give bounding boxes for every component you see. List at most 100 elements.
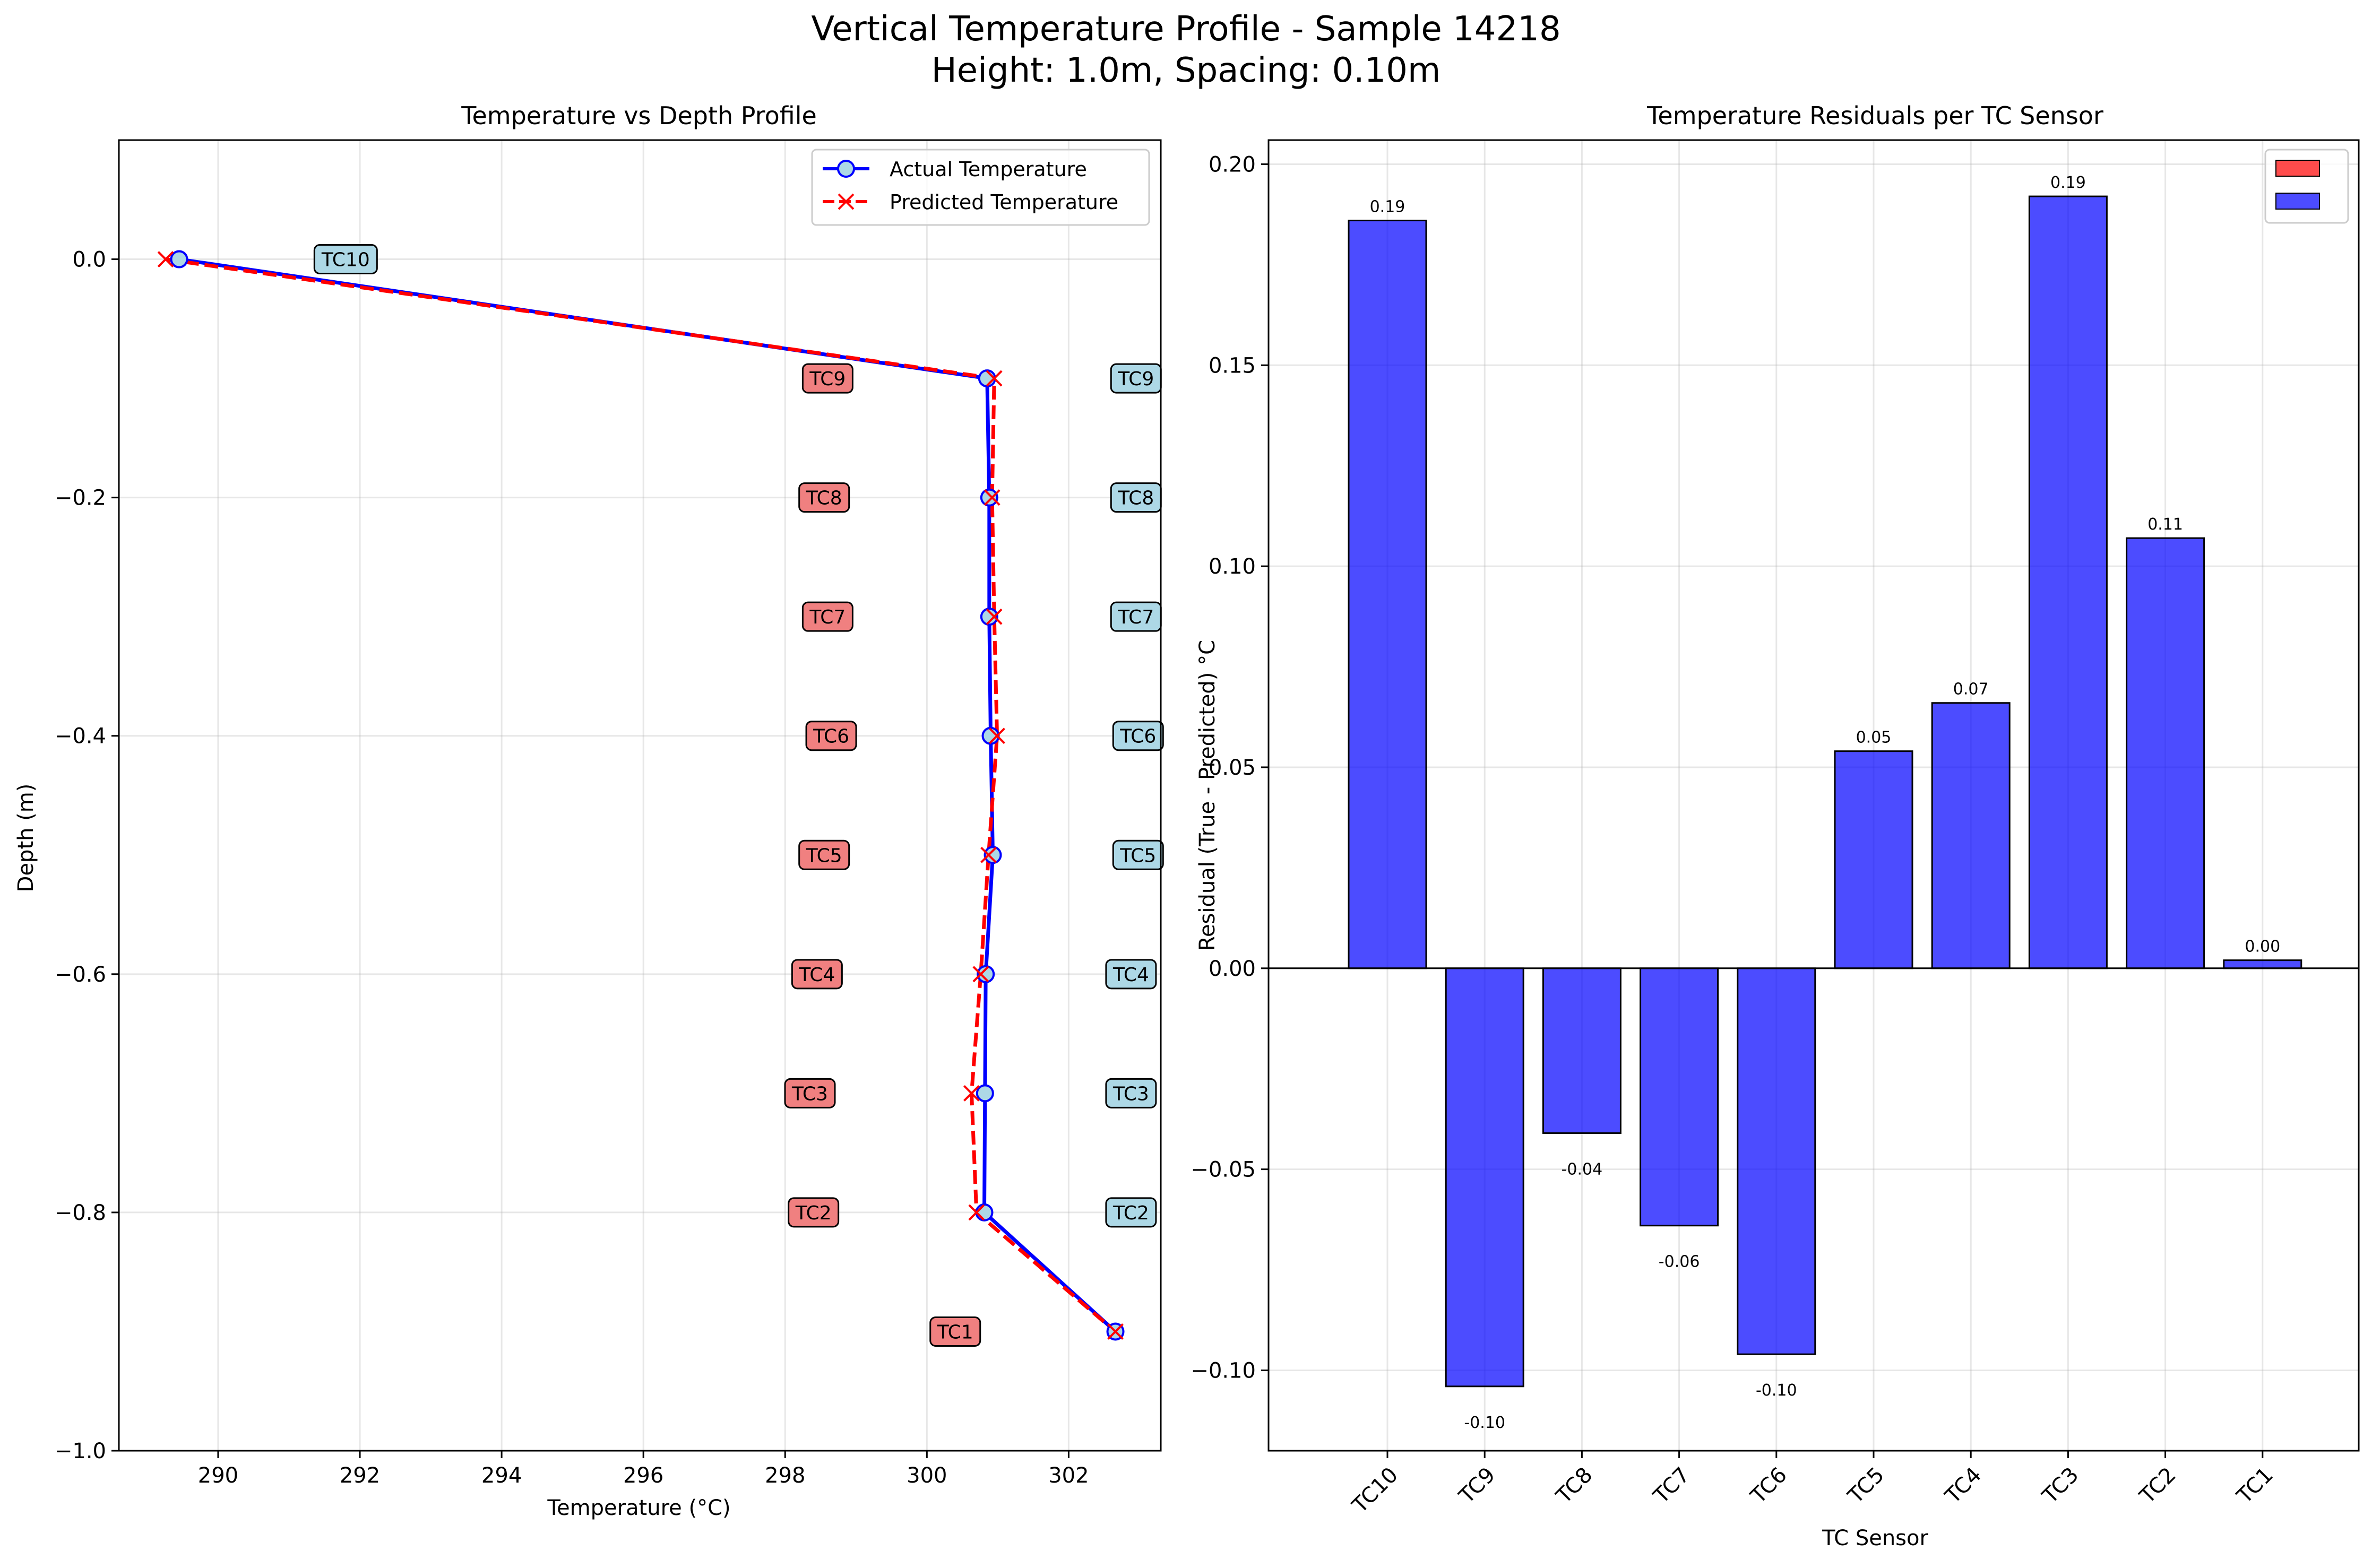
residual-bar xyxy=(1445,967,1524,1388)
sensor-label-box xyxy=(1105,1197,1157,1228)
left-x-tick-label: 292 xyxy=(340,1463,380,1488)
right-x-tick-label: TC3 xyxy=(2038,1463,2084,1509)
sensor-label: TC8 xyxy=(1117,488,1154,509)
right-y-tick-label: 0.20 xyxy=(1209,152,1256,177)
left-y-tick-label: −1.0 xyxy=(55,1439,106,1463)
actual-temperature-point xyxy=(977,965,995,983)
predicted-temperature-point xyxy=(986,608,1003,625)
residuals-bar-chart: Temperature Residuals per TC Sensor TC S… xyxy=(1191,101,2360,1550)
predicted-temperature-point xyxy=(980,846,997,863)
legend-predicted-label: Predicted Temperature xyxy=(890,190,1118,214)
residual-value-label: -0.06 xyxy=(1659,1253,1700,1271)
right-x-tick-label: TC9 xyxy=(1454,1463,1500,1509)
residual-value-label: 0.05 xyxy=(1856,729,1892,747)
sensor-label: TC6 xyxy=(1119,726,1156,748)
left-grid xyxy=(119,140,1161,1452)
sensor-label: TC3 xyxy=(1112,1083,1149,1105)
residual-value-label: 0.19 xyxy=(2050,174,2086,192)
right-x-tick-label: TC8 xyxy=(1551,1463,1598,1509)
sensor-label-box xyxy=(788,1197,840,1228)
sensor-label-box xyxy=(1105,959,1157,990)
left-x-tick-label: 302 xyxy=(1048,1463,1089,1488)
left-x-axis-label: Temperature (°C) xyxy=(547,1496,730,1520)
residual-value-label: -0.10 xyxy=(1464,1414,1505,1432)
residual-value-label: 0.19 xyxy=(1370,198,1405,216)
sensor-label-box xyxy=(1112,721,1164,751)
right-x-axis-label: TC Sensor xyxy=(1822,1526,1928,1550)
residual-bar xyxy=(2126,537,2205,969)
sensor-label-box xyxy=(1112,839,1164,870)
predicted-temperature-point xyxy=(986,370,1003,387)
left-legend-box xyxy=(811,149,1150,226)
actual-temperature-line xyxy=(178,257,1117,1333)
right-chart-title: Temperature Residuals per TC Sensor xyxy=(1646,101,2103,130)
actual-temperature-point xyxy=(976,1084,994,1103)
residual-value-label: 0.11 xyxy=(2147,515,2183,534)
sensor-label: TC3 xyxy=(791,1083,828,1105)
left-y-axis-label: Depth (m) xyxy=(14,784,38,893)
left-legend: Actual Temperature Predicted Temperature xyxy=(811,149,1150,226)
residual-bar xyxy=(1348,220,1427,969)
residual-bar xyxy=(2223,959,2302,969)
actual-temperature-point xyxy=(978,369,996,388)
sensor-label: TC4 xyxy=(1112,964,1149,986)
predicted-temperature-line xyxy=(165,257,1117,1333)
sensor-label: TC2 xyxy=(795,1202,832,1224)
legend-blue-swatch xyxy=(2275,193,2320,210)
left-y-tick-label: −0.8 xyxy=(55,1201,106,1225)
left-x-tick-label: 290 xyxy=(198,1463,238,1488)
left-axes-frame xyxy=(118,139,1162,1452)
predicted-temperature-point xyxy=(989,727,1005,744)
sensor-label: TC10 xyxy=(321,249,370,271)
sensor-label-box xyxy=(805,721,857,751)
left-y-tick-label: −0.6 xyxy=(55,963,106,987)
sensor-label: TC9 xyxy=(809,368,846,390)
predicted-temperature-point xyxy=(972,966,989,983)
right-x-tick-label: TC1 xyxy=(2232,1463,2278,1509)
legend-actual-marker xyxy=(837,160,855,178)
legend-predicted-marker xyxy=(838,193,855,210)
right-x-tick-label: TC6 xyxy=(1746,1463,1792,1509)
right-y-tick-label: 0.10 xyxy=(1209,555,1256,579)
predicted-temperature-point xyxy=(963,1085,980,1102)
right-axes-frame xyxy=(1267,139,2360,1452)
right-y-tick-label: 0.00 xyxy=(1209,957,1256,981)
predicted-temperature-point xyxy=(157,251,174,267)
sensor-label: TC2 xyxy=(1112,1202,1149,1224)
predicted-temperature-point xyxy=(1107,1323,1124,1340)
right-y-tick-label: 0.05 xyxy=(1209,756,1256,780)
sensor-label: TC9 xyxy=(1117,368,1154,390)
sensor-label: TC8 xyxy=(806,488,842,509)
sensor-label-box xyxy=(929,1316,981,1347)
left-y-tick-label: 0.0 xyxy=(72,248,106,272)
predicted-temperature-point xyxy=(968,1204,985,1221)
sensor-label-box xyxy=(313,244,378,275)
left-x-tick-label: 300 xyxy=(907,1463,947,1488)
sensor-label: TC5 xyxy=(806,845,842,867)
sensor-label-box xyxy=(801,601,853,632)
sensor-label: TC1 xyxy=(937,1321,973,1343)
left-x-tick-label: 298 xyxy=(765,1463,805,1488)
legend-red-swatch xyxy=(2275,160,2320,177)
sensor-label: TC5 xyxy=(1119,845,1156,867)
residual-bar xyxy=(1640,967,1719,1227)
sensor-label-box xyxy=(798,839,850,870)
right-x-tick-label: TC2 xyxy=(2135,1463,2181,1509)
right-y-tick-label: 0.15 xyxy=(1209,353,1256,378)
residual-value-label: 0.07 xyxy=(1953,680,1989,699)
right-x-tick-label: TC5 xyxy=(1843,1463,1889,1509)
figure-subtitle: Height: 1.0m, Spacing: 0.10m xyxy=(931,51,1441,90)
figure-title: Vertical Temperature Profile - Sample 14… xyxy=(811,10,1561,49)
left-y-tick-label: −0.2 xyxy=(55,486,106,510)
actual-temperature-point xyxy=(975,1203,994,1222)
right-y-axis-label: Residual (True - Predicted) °C xyxy=(1195,640,1220,951)
right-legend xyxy=(2264,149,2349,224)
residual-bar xyxy=(1737,967,1816,1355)
actual-temperature-point xyxy=(980,608,998,626)
residual-value-label: 0.00 xyxy=(2245,938,2280,956)
sensor-label: TC7 xyxy=(1117,607,1154,628)
residual-bar xyxy=(1542,967,1621,1134)
right-y-tick-label: −0.05 xyxy=(1191,1158,1256,1182)
actual-temperature-point xyxy=(981,726,1000,745)
